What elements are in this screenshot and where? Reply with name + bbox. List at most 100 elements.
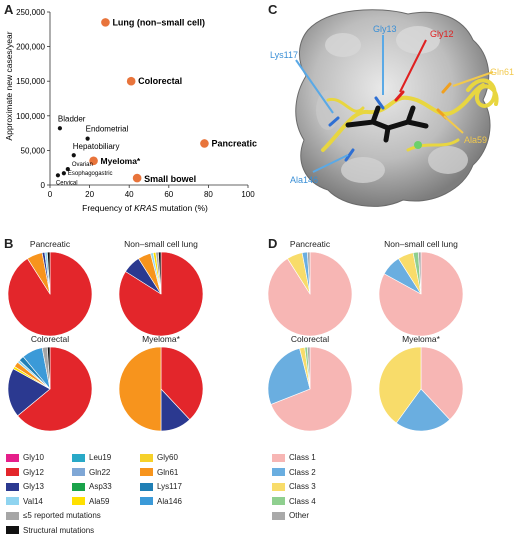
point-label: Small bowel	[144, 174, 196, 184]
legend-item: Class 1	[272, 453, 316, 462]
pie-charts-area	[7, 251, 464, 432]
scatter-point	[65, 166, 70, 172]
legend-swatch	[272, 482, 285, 491]
kras-structure-illustration: Gly13 Gly12 Lys117 Gln61 Ala59 Ala146	[270, 9, 514, 207]
scatter-xlabel: Frequency of KRAS mutation (%)	[82, 203, 208, 213]
point-label: Hepatobiliary	[73, 142, 120, 151]
pie-slice	[395, 388, 451, 432]
pie-slice	[17, 346, 93, 432]
legend-item: Class 3	[272, 482, 316, 491]
gdp-ligand	[345, 105, 429, 143]
y-tick-label: 50,000	[21, 146, 46, 155]
legend-label: Leu19	[89, 453, 112, 462]
backbone-ribbon	[321, 78, 499, 152]
legend-swatch	[140, 468, 153, 476]
legend-swatch	[272, 511, 285, 520]
pie-slice	[378, 346, 422, 424]
legend-swatch	[72, 497, 85, 505]
x-tick-label: 60	[164, 190, 173, 199]
label-ala59: Ala59	[464, 135, 487, 145]
legend-item: Gln61	[140, 468, 178, 477]
legend-label: Gly12	[23, 467, 44, 477]
legend-item: Ala146	[140, 497, 182, 506]
legend-item: Class 2	[272, 468, 316, 477]
pie-chart	[7, 346, 93, 432]
x-tick-label: 40	[125, 190, 134, 199]
point-label: Bladder	[58, 114, 86, 123]
scatter-point	[132, 173, 142, 183]
residue-sticks	[328, 82, 452, 162]
pie-chart	[7, 251, 93, 337]
scatter-chart: 0 50,000 100,000 150,000 200,000 250,000 0 20 40…	[4, 8, 257, 213]
legend-swatch	[272, 453, 285, 462]
legend-item: Class 4	[272, 497, 316, 506]
label-lys117: Lys117	[270, 50, 298, 60]
legend-label: Lys117	[157, 482, 182, 491]
legend-label: Class 3	[289, 482, 316, 491]
legend-swatch	[6, 511, 19, 520]
pie-title: Colorectal	[290, 334, 330, 344]
pie-chart	[378, 346, 464, 432]
legend-swatch	[6, 497, 19, 505]
pie-chart	[267, 251, 353, 337]
label-gly12: Gly12	[430, 29, 454, 39]
pie-chart	[118, 251, 204, 337]
panel-d-letter: D	[268, 236, 278, 251]
scatter-point	[85, 136, 90, 141]
legend-item: Gln22	[72, 468, 110, 477]
label-gln61: Gln61	[490, 67, 514, 77]
legend-item: Gly10	[6, 453, 44, 462]
scatter-point	[101, 18, 110, 27]
pie-chart	[267, 346, 353, 432]
pie-slice	[118, 346, 162, 432]
legend-swatch	[6, 453, 19, 462]
label-gly13: Gly13	[373, 24, 397, 34]
pie-slice	[7, 368, 51, 417]
legend-swatch	[72, 468, 85, 476]
pie-slice	[418, 251, 422, 295]
legend-label: Class 1	[289, 453, 316, 462]
legend-item: Asp33	[72, 482, 112, 491]
point-label: Myeloma*	[101, 156, 141, 166]
pie-title: Pancreatic	[29, 239, 71, 249]
legend-swatch	[140, 453, 153, 462]
legend-label: Gly13	[23, 482, 44, 491]
panel-a-letter: A	[4, 2, 14, 17]
legend-item: Gly60	[140, 453, 178, 462]
legend-item: Other	[272, 511, 309, 520]
pie-slice	[270, 346, 353, 432]
legend-swatch	[72, 482, 85, 491]
legend-item: Gly13	[6, 482, 44, 491]
x-tick-label: 80	[204, 190, 213, 199]
legend-swatch	[72, 453, 85, 462]
pie-slice	[47, 251, 51, 295]
pie-title: Myeloma*	[402, 334, 440, 344]
legend-label: ≤5 reported mutations	[23, 511, 101, 520]
legend-label: Structural mutations	[23, 525, 95, 535]
scatter-ylabel: Approximate new cases/year	[4, 31, 14, 140]
scatter-point	[55, 173, 61, 178]
magnesium-ion	[414, 141, 422, 149]
scatter-point	[200, 139, 209, 148]
pie-title: Pancreatic	[289, 239, 331, 249]
pie-slice	[158, 251, 162, 295]
legend-label: Ala59	[89, 496, 110, 506]
scatter-point	[126, 76, 136, 86]
y-tick-label: 150,000	[16, 77, 45, 86]
legend-swatch	[6, 482, 19, 491]
legend-swatch	[6, 526, 19, 534]
pie-chart	[118, 346, 204, 432]
legend-item: Leu19	[72, 453, 111, 462]
pie-title: Myeloma*	[142, 334, 180, 344]
pie-slice	[378, 251, 464, 337]
scatter-point	[71, 153, 76, 158]
pie-slice	[267, 347, 311, 405]
legend-item: Ala59	[72, 497, 109, 506]
point-label: Endometrial	[86, 125, 129, 134]
point-label: Lung (non–small cell)	[112, 17, 205, 27]
legend-label: Class 2	[289, 467, 316, 477]
scatter-points: Lung (non–small cell) Colorectal BladderEn…	[55, 17, 257, 186]
y-tick-label: 100,000	[16, 112, 45, 121]
pie-slice	[307, 251, 311, 295]
point-label: Cervical	[56, 180, 78, 186]
